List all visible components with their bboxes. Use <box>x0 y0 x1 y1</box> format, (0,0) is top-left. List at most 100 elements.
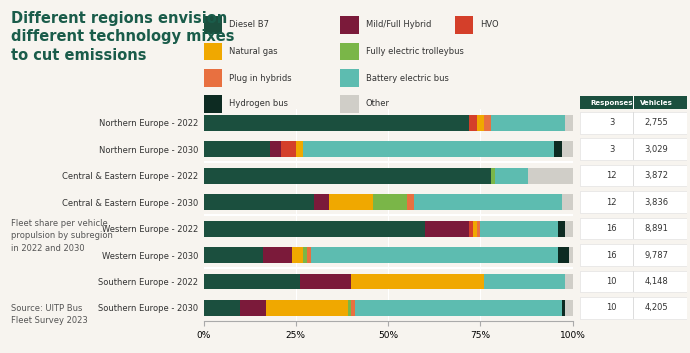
FancyBboxPatch shape <box>204 69 222 87</box>
FancyBboxPatch shape <box>204 16 222 34</box>
FancyBboxPatch shape <box>340 69 359 87</box>
Text: 8,891: 8,891 <box>644 224 669 233</box>
Bar <box>351 274 484 289</box>
Text: 12: 12 <box>607 198 617 207</box>
FancyBboxPatch shape <box>204 43 222 60</box>
Text: Natural gas: Natural gas <box>229 47 278 56</box>
Text: Fully electric trolleybus: Fully electric trolleybus <box>366 47 464 56</box>
Bar <box>558 221 565 237</box>
Bar <box>580 96 687 109</box>
Text: 10: 10 <box>607 277 617 286</box>
Bar <box>204 115 469 131</box>
Bar <box>580 191 687 213</box>
Bar <box>299 274 351 289</box>
Bar <box>241 300 266 316</box>
Bar <box>633 218 634 239</box>
Bar <box>562 141 573 157</box>
Text: Battery electric bus: Battery electric bus <box>366 74 449 83</box>
Text: Mild/Full Hybrid: Mild/Full Hybrid <box>366 20 431 29</box>
Text: 9,787: 9,787 <box>644 251 669 259</box>
Bar <box>633 244 634 266</box>
Text: Different regions envision
different technology mixes
to cut emissions: Different regions envision different tec… <box>11 11 235 63</box>
Text: 3,872: 3,872 <box>644 171 669 180</box>
Bar <box>292 247 303 263</box>
Bar <box>204 221 425 237</box>
Bar <box>491 168 495 184</box>
Text: 2,755: 2,755 <box>644 118 669 127</box>
Bar <box>266 300 348 316</box>
Bar <box>569 247 573 263</box>
Bar <box>469 221 473 237</box>
Bar <box>480 221 558 237</box>
Text: Source: UITP Bus
Fleet Survey 2023: Source: UITP Bus Fleet Survey 2023 <box>11 304 88 325</box>
Bar <box>204 194 315 210</box>
Bar <box>348 300 351 316</box>
Bar <box>580 165 687 186</box>
Bar <box>633 96 634 109</box>
Bar <box>633 271 634 292</box>
Bar <box>281 141 296 157</box>
Bar <box>315 194 329 210</box>
Bar <box>580 218 687 239</box>
Bar <box>406 194 414 210</box>
Bar <box>303 141 554 157</box>
Text: Other: Other <box>366 100 390 108</box>
Bar <box>270 141 281 157</box>
Bar <box>351 300 355 316</box>
Bar <box>495 168 529 184</box>
Bar <box>204 141 270 157</box>
Bar <box>633 138 634 160</box>
Text: HVO: HVO <box>480 20 499 29</box>
Bar <box>554 141 562 157</box>
Bar <box>565 221 573 237</box>
Bar <box>329 194 373 210</box>
Text: 4,148: 4,148 <box>644 277 669 286</box>
Text: 3: 3 <box>609 118 614 127</box>
Text: Diesel B7: Diesel B7 <box>229 20 269 29</box>
Text: 4,205: 4,205 <box>644 304 669 312</box>
Bar <box>484 274 565 289</box>
Text: Hydrogen bus: Hydrogen bus <box>229 100 288 108</box>
Bar <box>633 191 634 213</box>
Bar <box>473 221 477 237</box>
Text: 3,836: 3,836 <box>644 198 669 207</box>
Text: 16: 16 <box>607 224 617 233</box>
Bar <box>633 112 634 133</box>
Bar <box>565 274 573 289</box>
Text: 12: 12 <box>607 171 617 180</box>
Bar <box>565 300 573 316</box>
FancyBboxPatch shape <box>340 16 359 34</box>
Bar <box>204 168 491 184</box>
Bar <box>633 297 634 319</box>
Bar <box>425 221 469 237</box>
Text: 16: 16 <box>607 251 617 259</box>
Bar <box>204 247 263 263</box>
Bar <box>484 115 491 131</box>
Text: 3,029: 3,029 <box>644 145 669 154</box>
Text: Fleet share per vehicle
propulsion by subregion
in 2022 and 2030: Fleet share per vehicle propulsion by su… <box>11 219 113 253</box>
Bar <box>580 138 687 160</box>
Bar <box>204 274 299 289</box>
Text: 10: 10 <box>607 304 617 312</box>
Bar <box>469 115 477 131</box>
Bar <box>580 112 687 133</box>
Bar <box>263 247 292 263</box>
Bar <box>491 115 565 131</box>
Bar <box>565 115 573 131</box>
Bar <box>373 194 406 210</box>
FancyBboxPatch shape <box>455 16 473 34</box>
Bar <box>529 168 573 184</box>
Bar <box>633 165 634 186</box>
FancyBboxPatch shape <box>204 95 222 113</box>
Bar <box>296 141 303 157</box>
FancyBboxPatch shape <box>340 95 359 113</box>
Bar <box>477 115 484 131</box>
Bar <box>580 271 687 292</box>
Bar <box>580 297 687 319</box>
Bar <box>477 221 480 237</box>
FancyBboxPatch shape <box>340 43 359 60</box>
Bar <box>204 300 241 316</box>
Text: Vehicles: Vehicles <box>640 100 673 106</box>
Bar <box>310 247 558 263</box>
Bar <box>580 244 687 266</box>
